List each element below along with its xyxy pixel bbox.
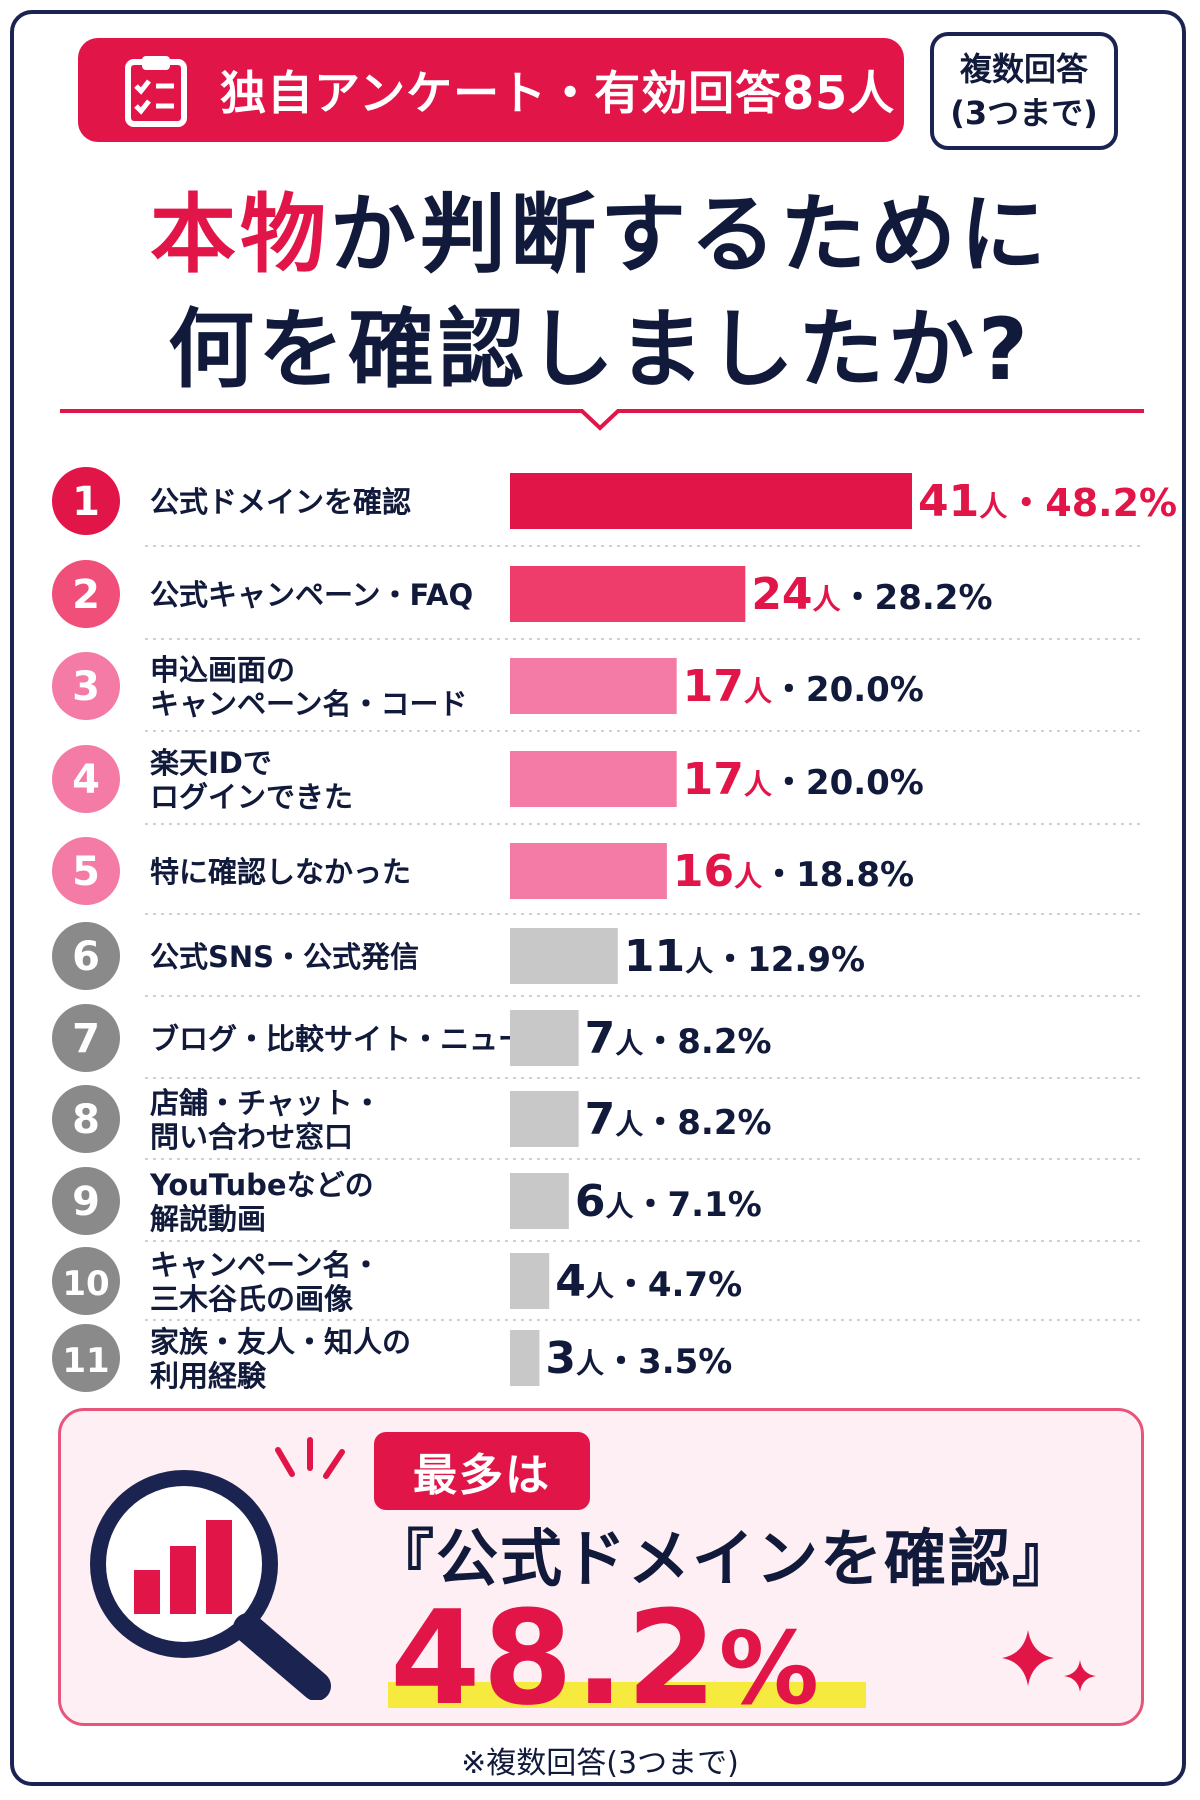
bar	[510, 1173, 569, 1229]
title-divider	[60, 409, 1144, 431]
category-label: ブログ・比較サイト・ニュース	[150, 1022, 555, 1056]
category-label: 問い合わせ窓口	[150, 1120, 353, 1154]
value-label: 3人・3.5%	[545, 1333, 732, 1384]
category-label: キャンペーン名・	[150, 1248, 381, 1282]
bar	[510, 1091, 579, 1147]
rank-circle	[52, 560, 120, 628]
bar	[510, 1253, 550, 1309]
bar	[510, 1010, 579, 1066]
category-label: 申込画面の	[150, 653, 295, 687]
multiple-answer-line2: (3つまで)	[950, 94, 1098, 132]
bar	[510, 928, 618, 984]
bar	[510, 658, 677, 714]
chart-title-line2: 何を確認しましたか?	[168, 300, 1032, 400]
category-label: キャンペーン名・コード	[150, 687, 468, 721]
rank-circle	[52, 652, 120, 720]
category-label: 家族・友人・知人の	[150, 1325, 411, 1359]
category-label: 公式ドメインを確認	[150, 485, 411, 519]
category-label: 利用経験	[150, 1359, 267, 1393]
summary-main-text: 『公式ドメインを確認』	[372, 1522, 1077, 1595]
rank-circle	[52, 922, 120, 990]
rank-number: 1	[72, 479, 100, 525]
bar	[510, 843, 667, 899]
emphasis-burst-icon	[275, 1437, 345, 1479]
bar	[510, 751, 677, 807]
rank-circle	[52, 467, 120, 535]
category-label: 公式キャンペーン・FAQ	[150, 578, 473, 612]
value-label: 17人・20.0%	[683, 661, 924, 712]
summary-percent-sign: %	[718, 1610, 821, 1727]
survey-badge-text: 独自アンケート・有効回答85人	[220, 66, 896, 120]
chart-title-line1-rest: か判断するために	[330, 185, 1050, 285]
value-label: 17人・20.0%	[683, 754, 924, 805]
value-label: 7人・8.2%	[585, 1013, 772, 1064]
rank-number: 7	[72, 1016, 100, 1062]
bar	[510, 473, 912, 529]
rank-number: 3	[72, 664, 100, 710]
rank-circle	[52, 1324, 120, 1392]
category-label: 解説動画	[150, 1202, 266, 1236]
bar	[510, 566, 746, 622]
category-label: 店舗・チャット・	[150, 1086, 382, 1120]
value-label: 7人・8.2%	[585, 1094, 772, 1145]
rank-circle	[52, 1247, 120, 1315]
rank-number: 10	[62, 1264, 109, 1304]
summary-percent-number: 48.2	[390, 1582, 719, 1734]
rank-number: 5	[72, 849, 100, 895]
rank-circle	[52, 837, 120, 905]
category-label: 三木谷氏の画像	[150, 1282, 353, 1316]
multiple-answer-line1: 複数回答	[959, 50, 1088, 88]
chart-title-highlight: 本物	[150, 185, 330, 285]
survey-badge: 独自アンケート・有効回答85人	[78, 38, 904, 142]
rank-circle	[52, 1085, 120, 1153]
rank-circle	[52, 1167, 120, 1235]
rank-circle	[52, 1004, 120, 1072]
value-label: 6人・7.1%	[575, 1176, 762, 1227]
value-label: 4人・4.7%	[555, 1256, 742, 1307]
bar	[510, 1330, 540, 1386]
magnifier-chart-icon	[90, 1470, 331, 1700]
rank-number: 11	[62, 1341, 109, 1381]
rank-number: 9	[72, 1179, 100, 1225]
summary-percent: 48.2%	[390, 1582, 930, 1734]
rank-number: 2	[72, 572, 100, 618]
clipboard-icon	[125, 56, 187, 127]
category-label: ログインできた	[150, 780, 353, 814]
rank-number: 4	[72, 757, 100, 803]
value-label: 41人・48.2%	[918, 476, 1177, 527]
footnote: ※複数回答(3つまで)	[461, 1746, 739, 1781]
category-label: 特に確認しなかった	[150, 855, 411, 889]
value-label: 24人・28.2%	[751, 569, 992, 620]
summary-percent-highlight	[388, 1682, 866, 1708]
value-label: 11人・12.9%	[624, 931, 865, 982]
rank-number: 8	[72, 1097, 100, 1143]
multiple-answer-box: 複数回答 (3つまで)	[930, 32, 1118, 150]
rank-number: 6	[72, 934, 100, 980]
category-label: YouTubeなどの	[149, 1168, 374, 1202]
sparkle-icon	[1002, 1630, 1096, 1692]
category-label: 楽天IDで	[150, 746, 272, 780]
summary-tag: 最多は	[374, 1432, 590, 1510]
chart-title-line1: 本物か判断するために	[0, 180, 1200, 290]
value-label: 16人・18.8%	[673, 846, 914, 897]
rank-circle	[52, 745, 120, 813]
category-label: 公式SNS・公式発信	[150, 940, 419, 974]
